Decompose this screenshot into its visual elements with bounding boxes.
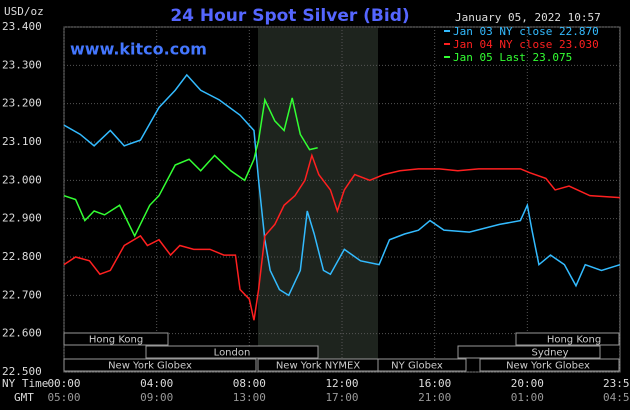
session-label: NY Globex xyxy=(391,361,443,372)
timestamp: January 05, 2022 10:57 xyxy=(455,11,601,24)
session-box xyxy=(63,332,169,346)
gmt-tick-label: 05:00 xyxy=(47,391,80,404)
y-tick-label: 23.400 xyxy=(2,20,42,33)
legend-label: Jan 05 Last 23.075 xyxy=(453,51,572,64)
session-box xyxy=(479,358,620,372)
legend-label: Jan 04 NY close 23.030 xyxy=(453,38,599,51)
legend-swatch xyxy=(444,30,450,32)
session-label: New York Globex xyxy=(108,361,192,372)
y-tick-label: 22.900 xyxy=(2,212,42,225)
series-line xyxy=(63,152,621,321)
ny-session-shade xyxy=(258,28,378,371)
ny-time-label: NY Time xyxy=(2,377,48,390)
grid xyxy=(63,26,621,373)
y-tick-label: 22.800 xyxy=(2,250,42,263)
gmt-tick-label: 04:59 xyxy=(603,391,630,404)
website: www.kitco.com xyxy=(70,40,207,59)
unit-label: USD/oz xyxy=(4,5,44,18)
gmt-tick-label: 09:00 xyxy=(140,391,173,404)
gmt-label: GMT xyxy=(14,391,34,404)
series-line xyxy=(63,97,318,238)
y-tick-label: 23.300 xyxy=(2,58,42,71)
chart-title: 24 Hour Spot Silver (Bid) xyxy=(170,6,409,26)
x-tick-label: 23:59 xyxy=(603,377,630,390)
y-tick-label: 23.100 xyxy=(2,135,42,148)
series-line xyxy=(63,73,621,297)
y-tick-label: 22.700 xyxy=(2,288,42,301)
session-box xyxy=(63,358,257,372)
legend-swatch xyxy=(444,43,450,45)
x-tick-label: 04:00 xyxy=(140,377,173,390)
legend-swatch xyxy=(444,56,450,58)
session-label: New York NYMEX xyxy=(276,361,361,372)
y-tick-label: 23.200 xyxy=(2,97,42,110)
x-tick-label: 08:00 xyxy=(233,377,266,390)
x-tick-label: 12:00 xyxy=(325,377,358,390)
session-box xyxy=(377,358,467,372)
lines xyxy=(63,73,621,321)
session-label: New York Globex xyxy=(506,361,590,372)
gmt-tick-label: 13:00 xyxy=(233,391,266,404)
gmt-tick-label: 01:00 xyxy=(511,391,544,404)
session-label: Hong Kong xyxy=(547,335,601,346)
session-box xyxy=(515,332,620,346)
x-tick-label: 20:00 xyxy=(511,377,544,390)
session-box xyxy=(457,345,601,359)
sessions: Hong Kong London New York Globex New Yor… xyxy=(63,332,620,372)
y-tick-label: 22.500 xyxy=(2,365,42,378)
gmt-tick-label: 17:00 xyxy=(325,391,358,404)
session-box xyxy=(145,345,319,359)
session-label: Sydney xyxy=(531,348,568,359)
x-tick-label: 16:00 xyxy=(418,377,451,390)
session-label: Hong Kong xyxy=(89,335,143,346)
gmt-tick-label: 21:00 xyxy=(418,391,451,404)
x-tick-label: 00:00 xyxy=(47,377,80,390)
y-tick-label: 22.600 xyxy=(2,327,42,340)
legend-label: Jan 03 NY close 22.870 xyxy=(453,25,599,38)
session-label: London xyxy=(214,348,251,359)
y-tick-label: 23.000 xyxy=(2,173,42,186)
